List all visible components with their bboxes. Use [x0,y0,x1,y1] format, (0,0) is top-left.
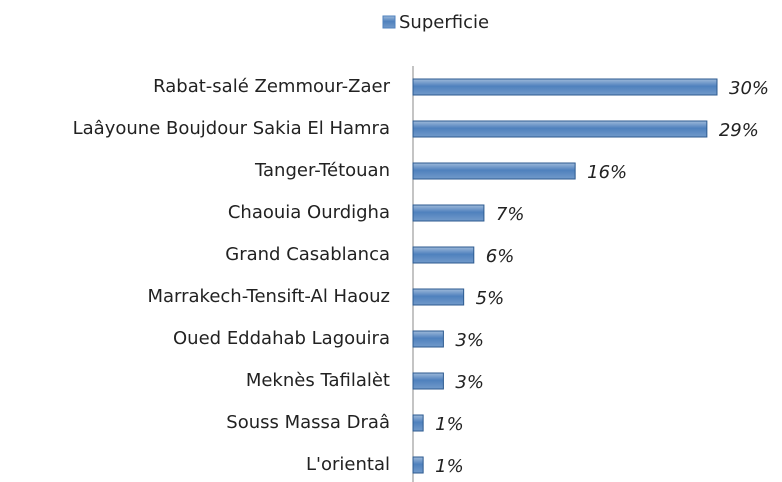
bar [412,78,718,96]
legend-swatch [382,15,396,29]
category-label: Grand Casablanca [225,244,390,265]
category-label: Rabat-salé Zemmour-Zaer [153,76,390,97]
category-label: Chaouia Ourdigha [228,202,390,223]
bar [412,288,465,306]
bar [412,414,424,432]
category-label: Laâyoune Boujdour Sakia El Hamra [73,118,390,139]
category-label: L'oriental [306,454,390,475]
bar [412,246,475,264]
value-label: 6% [486,246,515,267]
bar [412,330,444,348]
value-label: 1% [435,456,464,477]
value-label: 3% [455,372,484,393]
category-label: Tanger-Tétouan [254,160,390,181]
bar [412,162,576,180]
value-label: 30% [729,78,769,99]
value-label: 3% [455,330,484,351]
value-label: 16% [587,162,627,183]
value-label: 1% [435,414,464,435]
bar [412,372,444,390]
category-label: Souss Massa Draâ [226,412,390,433]
category-label: Meknès Tafilalèt [246,370,390,391]
category-label: Marrakech-Tensift-Al Haouz [147,286,390,307]
legend-label: Superficie [399,12,489,33]
category-label: Oued Eddahab Lagouira [173,328,390,349]
bar [412,204,485,222]
value-label: 7% [496,204,525,225]
bar [412,456,424,474]
bar [412,120,708,138]
value-label: 29% [719,120,759,141]
value-label: 5% [476,288,505,309]
